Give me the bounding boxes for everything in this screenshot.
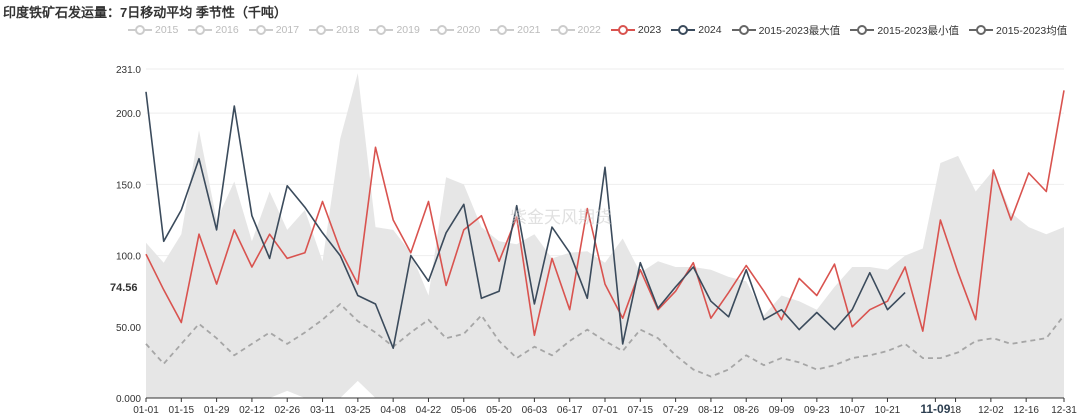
legend-label: 2022 xyxy=(577,24,601,36)
legend-label: 2019 xyxy=(396,24,420,36)
current-value-label: 74.56 xyxy=(108,282,140,294)
legend-label: 2015-2023最小值 xyxy=(877,24,960,37)
legend-item-2015-2023均值[interactable]: 2015-2023均值 xyxy=(969,23,1067,38)
legend-item-2018[interactable]: 2018 xyxy=(309,24,359,36)
legend-label: 2020 xyxy=(456,24,481,36)
legend-marker-icon xyxy=(429,24,454,36)
legend-label: 2015 xyxy=(155,24,179,36)
legend-marker-icon xyxy=(128,24,152,36)
legend-marker-icon xyxy=(369,24,394,36)
legend-item-2017[interactable]: 2017 xyxy=(248,24,300,36)
chart-title: 印度铁矿石发运量：7日移动平均 季节性（千吨） xyxy=(3,5,287,20)
legend-label: 2015-2023最大值 xyxy=(758,24,841,37)
legend-item-2024[interactable]: 2024 xyxy=(671,24,722,36)
x-tick-label: 08-26 xyxy=(733,405,759,416)
x-tick-label: 12-16 xyxy=(1013,405,1039,416)
legend-marker-icon xyxy=(731,24,756,36)
series-band-maxmin xyxy=(146,73,1064,399)
legend-marker-icon xyxy=(248,24,273,36)
y-tick-label: 150.0 xyxy=(116,180,141,191)
legend-marker-icon xyxy=(188,24,213,36)
x-tick-label: 06-03 xyxy=(522,405,548,416)
series-line-2023 xyxy=(145,90,1065,337)
x-tick-label: 05-20 xyxy=(486,405,512,416)
legend-label: 2024 xyxy=(698,24,722,36)
x-tick-label: 18 xyxy=(950,405,962,416)
x-tick-label: 04-08 xyxy=(380,405,406,416)
x-tick-label: 08-12 xyxy=(698,405,724,416)
y-tick-label: 0.000 xyxy=(116,394,141,405)
legend-item-2015[interactable]: 2015 xyxy=(128,24,178,36)
y-tick-label: 100.0 xyxy=(116,252,141,263)
legend-marker-icon xyxy=(671,24,696,36)
watermark: 紫金天风期货 xyxy=(510,208,612,227)
x-tick-label: 06-17 xyxy=(557,405,583,416)
legend-item-2015-2023最大值[interactable]: 2015-2023最大值 xyxy=(731,23,841,38)
x-tick-label: 10-07 xyxy=(839,405,865,416)
legend-label: 2021 xyxy=(517,24,541,36)
legend-item-2021[interactable]: 2021 xyxy=(490,24,541,36)
x-tick-label: 09-23 xyxy=(804,405,830,416)
y-tick-label: 50.00 xyxy=(116,323,141,334)
legend-label: 2018 xyxy=(336,24,360,36)
legend-label: 2016 xyxy=(215,24,239,36)
x-tick-label: 07-29 xyxy=(663,405,689,416)
legend-item-2022[interactable]: 2022 xyxy=(550,24,601,36)
legend-marker-icon xyxy=(610,24,635,36)
x-tick-label: 02-26 xyxy=(274,405,300,416)
legend-marker-icon xyxy=(309,24,334,36)
legend-label: 2017 xyxy=(275,24,300,36)
legend-item-2016[interactable]: 2016 xyxy=(188,24,239,36)
y-tick-label: 231.0 xyxy=(116,65,141,76)
series-line-2024 xyxy=(145,91,906,349)
x-tick-label: 01-29 xyxy=(204,405,230,416)
legend-item-2019[interactable]: 2019 xyxy=(369,24,420,36)
x-tick-label: 01-15 xyxy=(169,405,195,416)
y-tick-label: 200.0 xyxy=(116,109,141,120)
legend-marker-icon xyxy=(490,24,515,36)
x-tick-label: 09-09 xyxy=(769,405,795,416)
legend: 2015 2016 2017 2018 2019 2020 2021 2022 2023 2024… xyxy=(128,22,1077,38)
legend-item-2015-2023最小值[interactable]: 2015-2023最小值 xyxy=(850,23,959,38)
legend-marker-icon xyxy=(850,24,875,36)
legend-label: 2023 xyxy=(637,24,662,36)
x-tick-label: 02-12 xyxy=(239,405,265,416)
x-tick-label: 07-15 xyxy=(628,405,654,416)
legend-label: 2015-2023均值 xyxy=(996,24,1068,37)
x-tick-label: 04-22 xyxy=(416,405,442,416)
x-tick-label: 11-09 xyxy=(920,402,950,416)
x-tick-label: 05-06 xyxy=(451,405,477,416)
x-tick-label: 07-01 xyxy=(592,405,618,416)
legend-marker-icon xyxy=(969,24,994,36)
legend-marker-icon xyxy=(550,24,575,36)
legend-item-2020[interactable]: 2020 xyxy=(429,24,481,36)
x-tick-label: 01-01 xyxy=(133,405,159,416)
x-tick-label: 03-11 xyxy=(310,405,335,416)
legend-item-2023[interactable]: 2023 xyxy=(610,24,662,36)
x-tick-label: 12-02 xyxy=(978,405,1004,416)
x-tick-label: 10-21 xyxy=(875,405,901,416)
x-tick-label: 03-25 xyxy=(345,405,371,416)
x-tick-label: 12-31 xyxy=(1051,405,1077,416)
